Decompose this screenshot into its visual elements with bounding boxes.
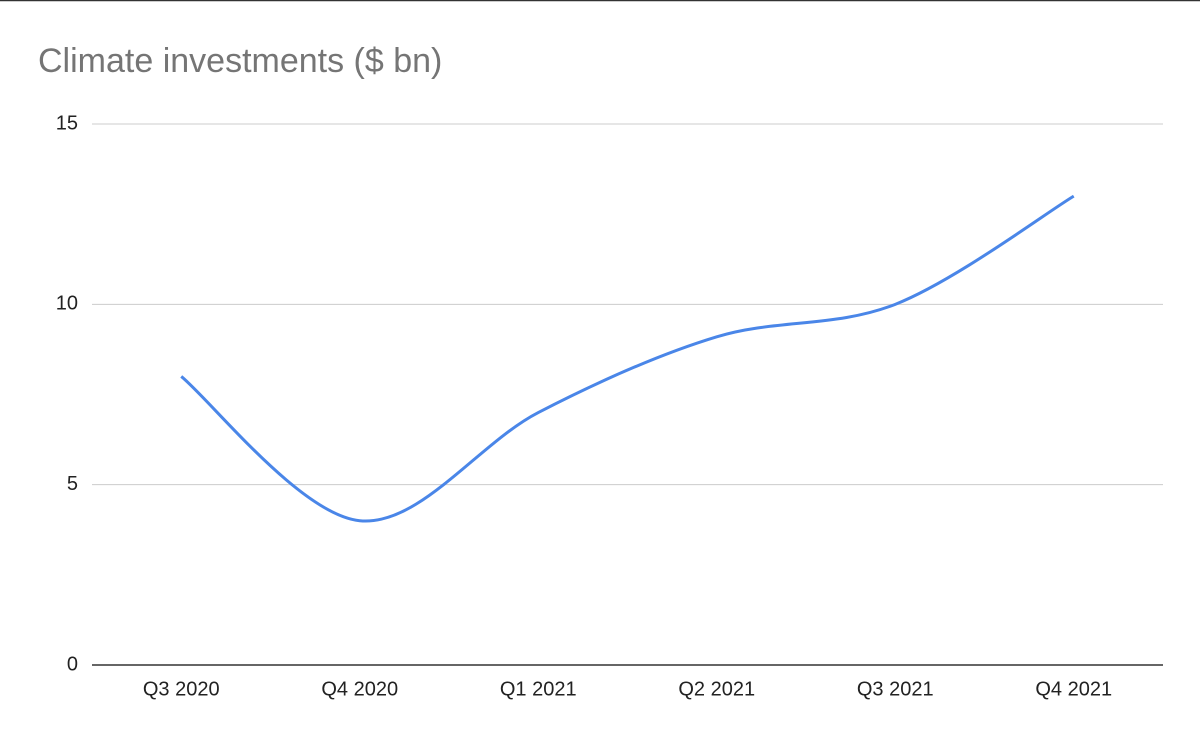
y-tick-label: 15 — [56, 112, 78, 134]
x-tick-label: Q3 2021 — [857, 678, 934, 700]
y-tick-label: 0 — [67, 653, 78, 675]
x-tick-label: Q4 2020 — [321, 678, 398, 700]
y-tick-label: 10 — [56, 293, 78, 315]
x-tick-label: Q4 2021 — [1035, 678, 1112, 700]
x-tick-label: Q2 2021 — [678, 678, 755, 700]
series-line — [180, 194, 1075, 523]
x-tick-label: Q1 2021 — [500, 678, 577, 700]
chart-title: Climate investments ($ bn) — [38, 42, 442, 80]
y-tick-label: 5 — [67, 473, 78, 495]
x-tick-label: Q3 2020 — [143, 678, 220, 700]
